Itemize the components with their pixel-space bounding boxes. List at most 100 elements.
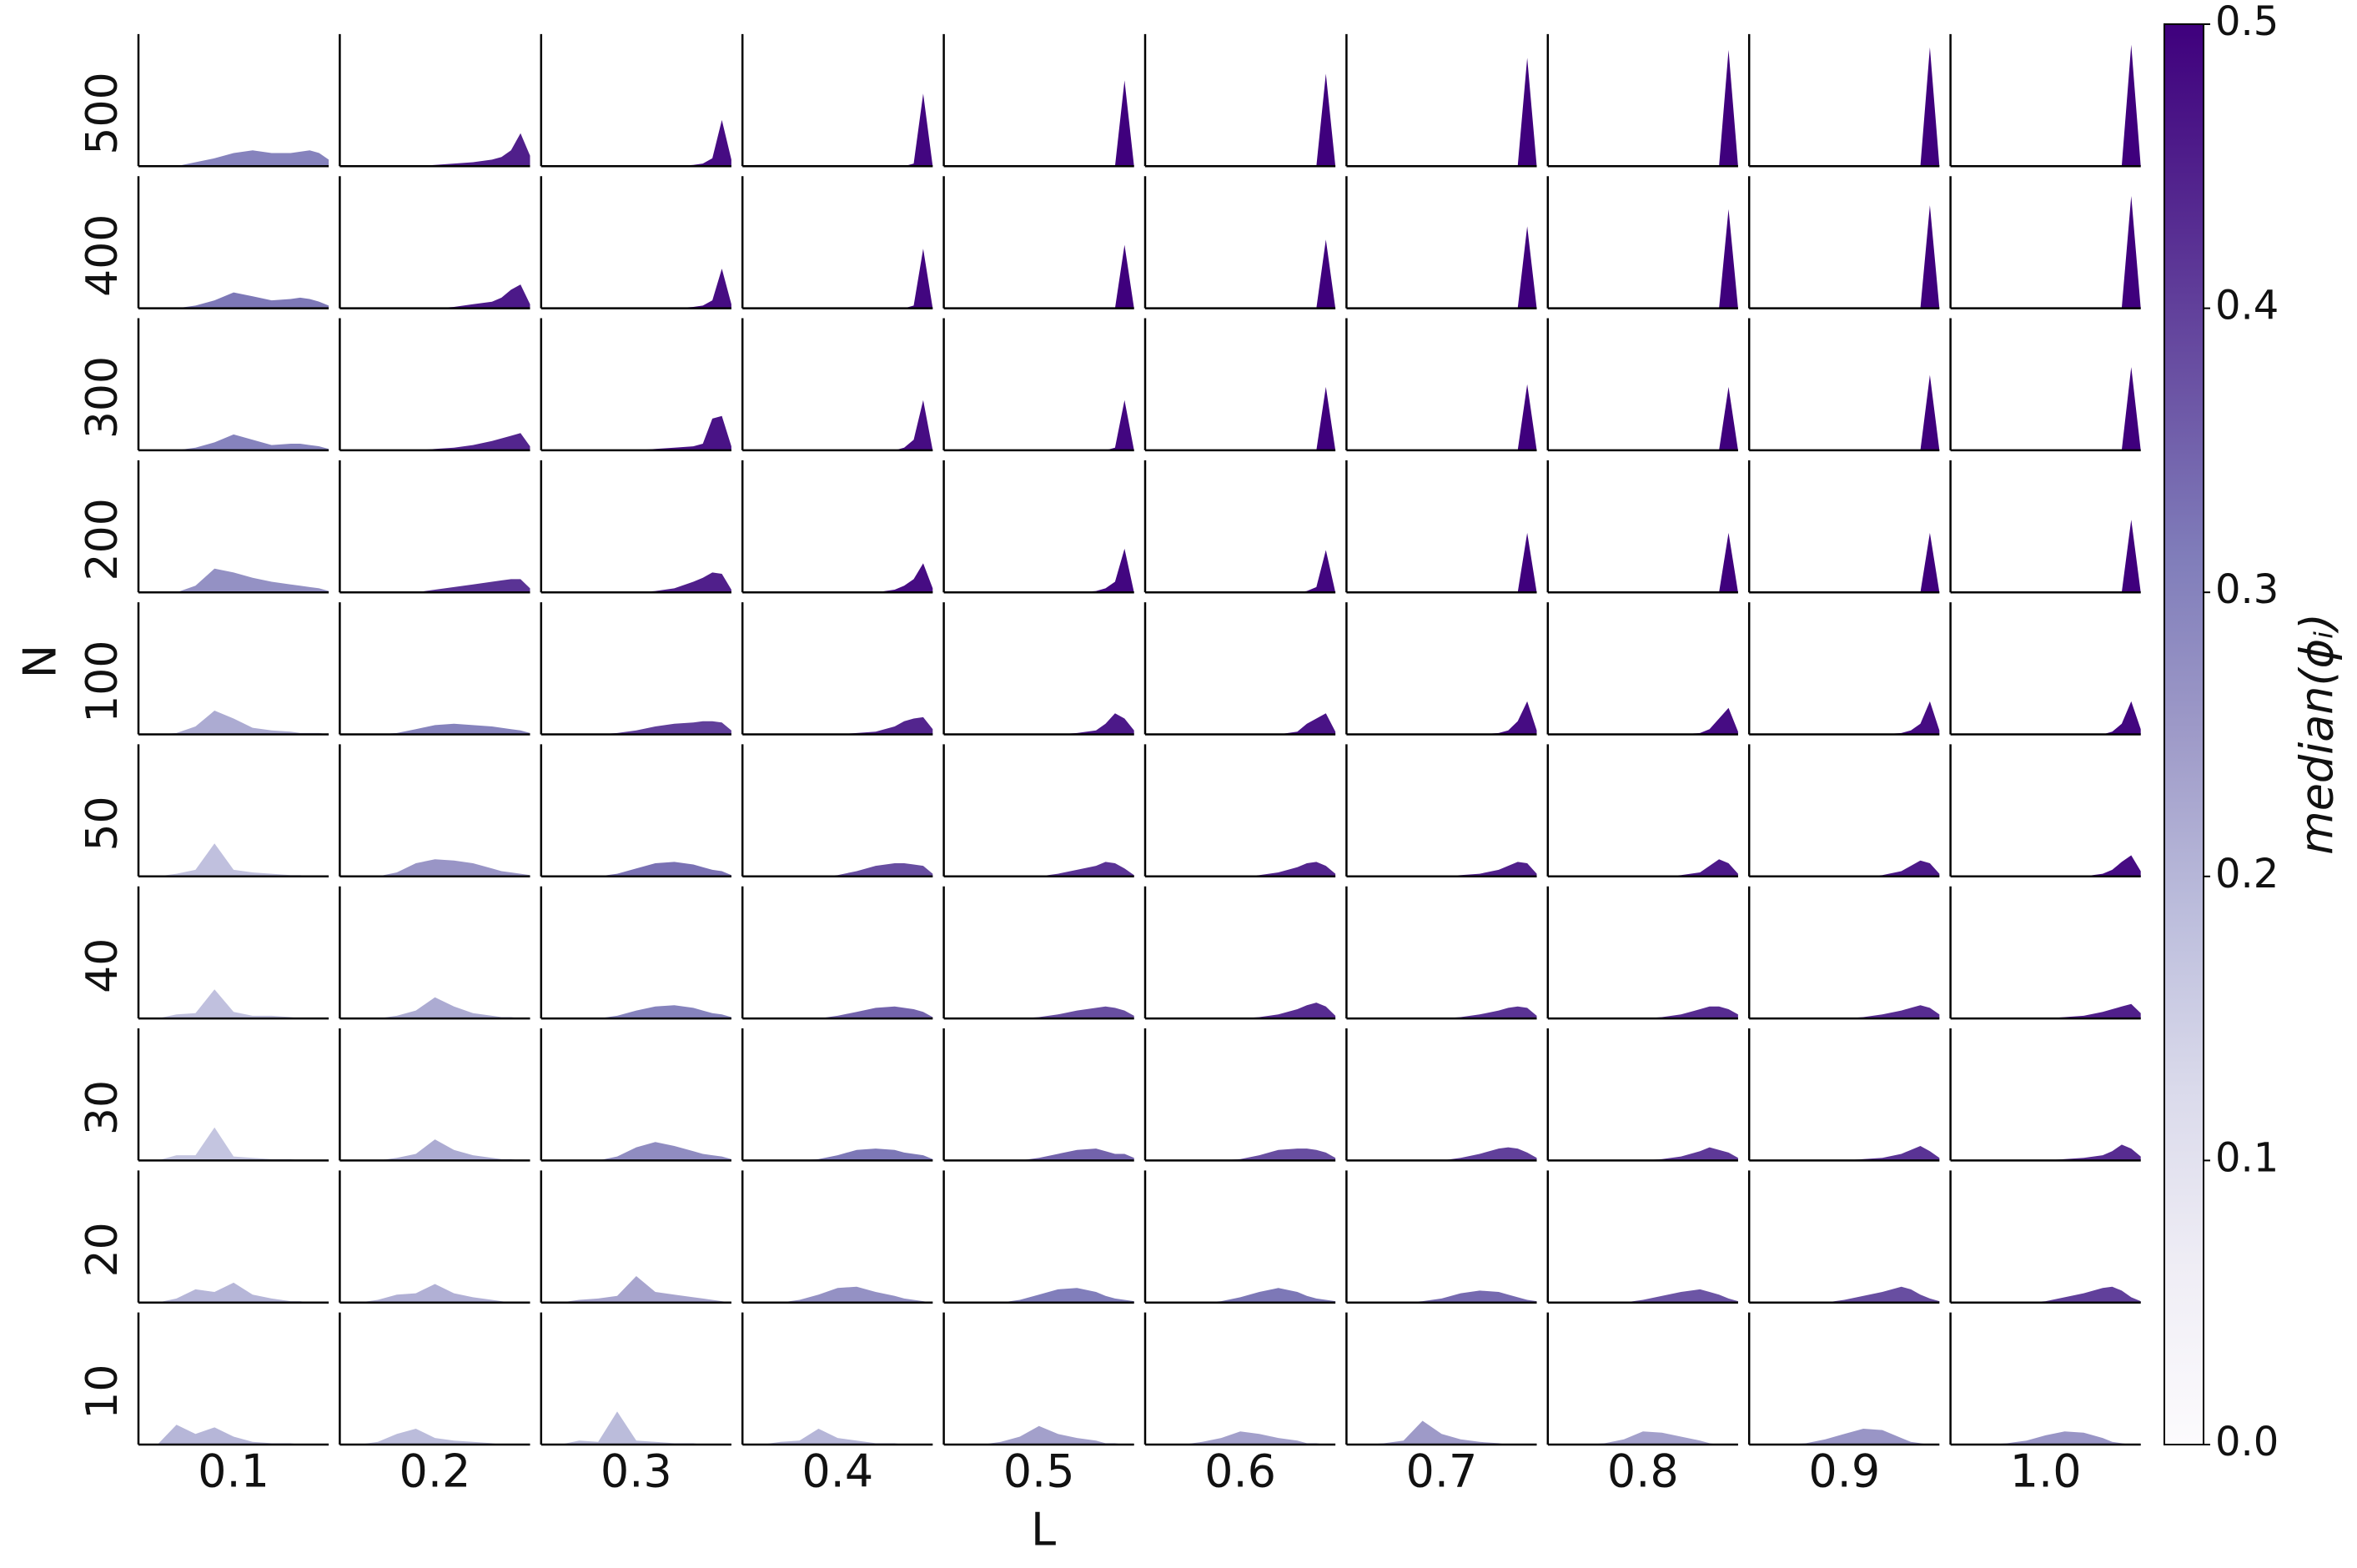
cell <box>1145 386 1336 450</box>
cell <box>138 568 329 593</box>
cell <box>540 269 731 309</box>
row-label: 10 <box>78 1364 128 1420</box>
cell <box>540 1142 731 1161</box>
density-area <box>1547 1147 1738 1161</box>
colorbar <box>2164 23 2204 1445</box>
density-area <box>1950 44 2141 167</box>
density-area <box>138 711 329 735</box>
column-label: 0.4 <box>802 1445 873 1498</box>
cell <box>1346 384 1537 450</box>
cell <box>1346 1006 1537 1019</box>
cell <box>540 119 731 167</box>
cell <box>339 133 530 167</box>
density-area <box>1950 1431 2141 1445</box>
cell <box>1950 1003 2141 1019</box>
column-label: 0.7 <box>1406 1445 1478 1498</box>
colorbar-tick-label: 0.0 <box>2215 1419 2279 1465</box>
colorbar-tick-label: 0.3 <box>2215 566 2279 613</box>
cell <box>1346 1290 1537 1303</box>
cell <box>339 433 530 450</box>
density-area <box>742 1148 933 1161</box>
density-area <box>339 1284 530 1303</box>
cell <box>1749 860 1940 877</box>
cell <box>742 716 933 735</box>
row-label: 400 <box>78 214 128 297</box>
cell <box>339 579 530 593</box>
column-label: 0.6 <box>1204 1445 1276 1498</box>
cell <box>339 284 530 309</box>
cell <box>1346 58 1537 167</box>
density-area <box>943 862 1134 877</box>
cell <box>1547 1147 1738 1161</box>
density-area <box>540 1142 731 1161</box>
cell <box>1547 49 1738 167</box>
density-area <box>1346 58 1537 167</box>
density-area <box>943 1006 1134 1019</box>
cell <box>943 1288 1134 1303</box>
density-area <box>138 1282 329 1303</box>
cell <box>1547 859 1738 877</box>
density-area <box>1145 1003 1336 1019</box>
x-axis-label: L <box>1031 1504 1056 1556</box>
cell <box>339 1284 530 1303</box>
density-area <box>540 269 731 309</box>
cell <box>339 1429 530 1445</box>
density-area <box>943 548 1134 593</box>
cell <box>1950 1144 2141 1161</box>
cell <box>1145 1148 1336 1161</box>
density-area <box>943 1288 1134 1303</box>
density-area <box>1145 386 1336 450</box>
density-area <box>339 284 530 309</box>
density-area <box>943 1425 1134 1445</box>
cell <box>1346 701 1537 735</box>
density-area <box>339 433 530 450</box>
density-area <box>1547 1431 1738 1445</box>
density-area <box>540 119 731 167</box>
cell <box>742 563 933 593</box>
column-label: 0.3 <box>601 1445 672 1498</box>
cell <box>1749 1005 1940 1019</box>
density-area <box>1547 386 1738 450</box>
density-area <box>1749 374 1940 450</box>
density-area <box>742 863 933 877</box>
cell <box>1145 1431 1336 1445</box>
cell <box>1749 205 1940 309</box>
cell <box>1950 701 2141 735</box>
density-area <box>1749 47 1940 167</box>
cell <box>1547 707 1738 735</box>
colorbar-tick-label: 0.1 <box>2215 1134 2279 1181</box>
cell <box>742 249 933 309</box>
cell <box>138 711 329 735</box>
cell <box>339 859 530 877</box>
cell <box>1547 386 1738 450</box>
cell <box>1749 374 1940 450</box>
density-area <box>742 249 933 309</box>
density-area <box>943 244 1134 309</box>
row-label: 30 <box>78 1080 128 1135</box>
cell <box>742 1286 933 1303</box>
density-area <box>742 716 933 735</box>
density-area <box>138 989 329 1019</box>
cell <box>1950 44 2141 167</box>
density-area <box>540 1276 731 1303</box>
cell <box>138 434 329 450</box>
density-area <box>742 563 933 593</box>
density-area <box>138 1127 329 1161</box>
density-area <box>1749 205 1940 309</box>
row-label: 50 <box>78 796 128 851</box>
density-area <box>138 292 329 309</box>
density-area <box>339 1429 530 1445</box>
density-area <box>540 572 731 593</box>
density-area <box>1749 1286 1940 1303</box>
density-area <box>1749 1005 1940 1019</box>
cell <box>1547 1431 1738 1445</box>
cell <box>540 1411 731 1445</box>
density-area <box>1950 367 2141 450</box>
density-area <box>742 1429 933 1445</box>
colorbar-tick-label: 0.2 <box>2215 851 2279 897</box>
cell <box>339 723 530 735</box>
density-area <box>1346 701 1537 735</box>
cell <box>339 1139 530 1161</box>
density-area <box>339 1139 530 1161</box>
density-area <box>1547 532 1738 593</box>
